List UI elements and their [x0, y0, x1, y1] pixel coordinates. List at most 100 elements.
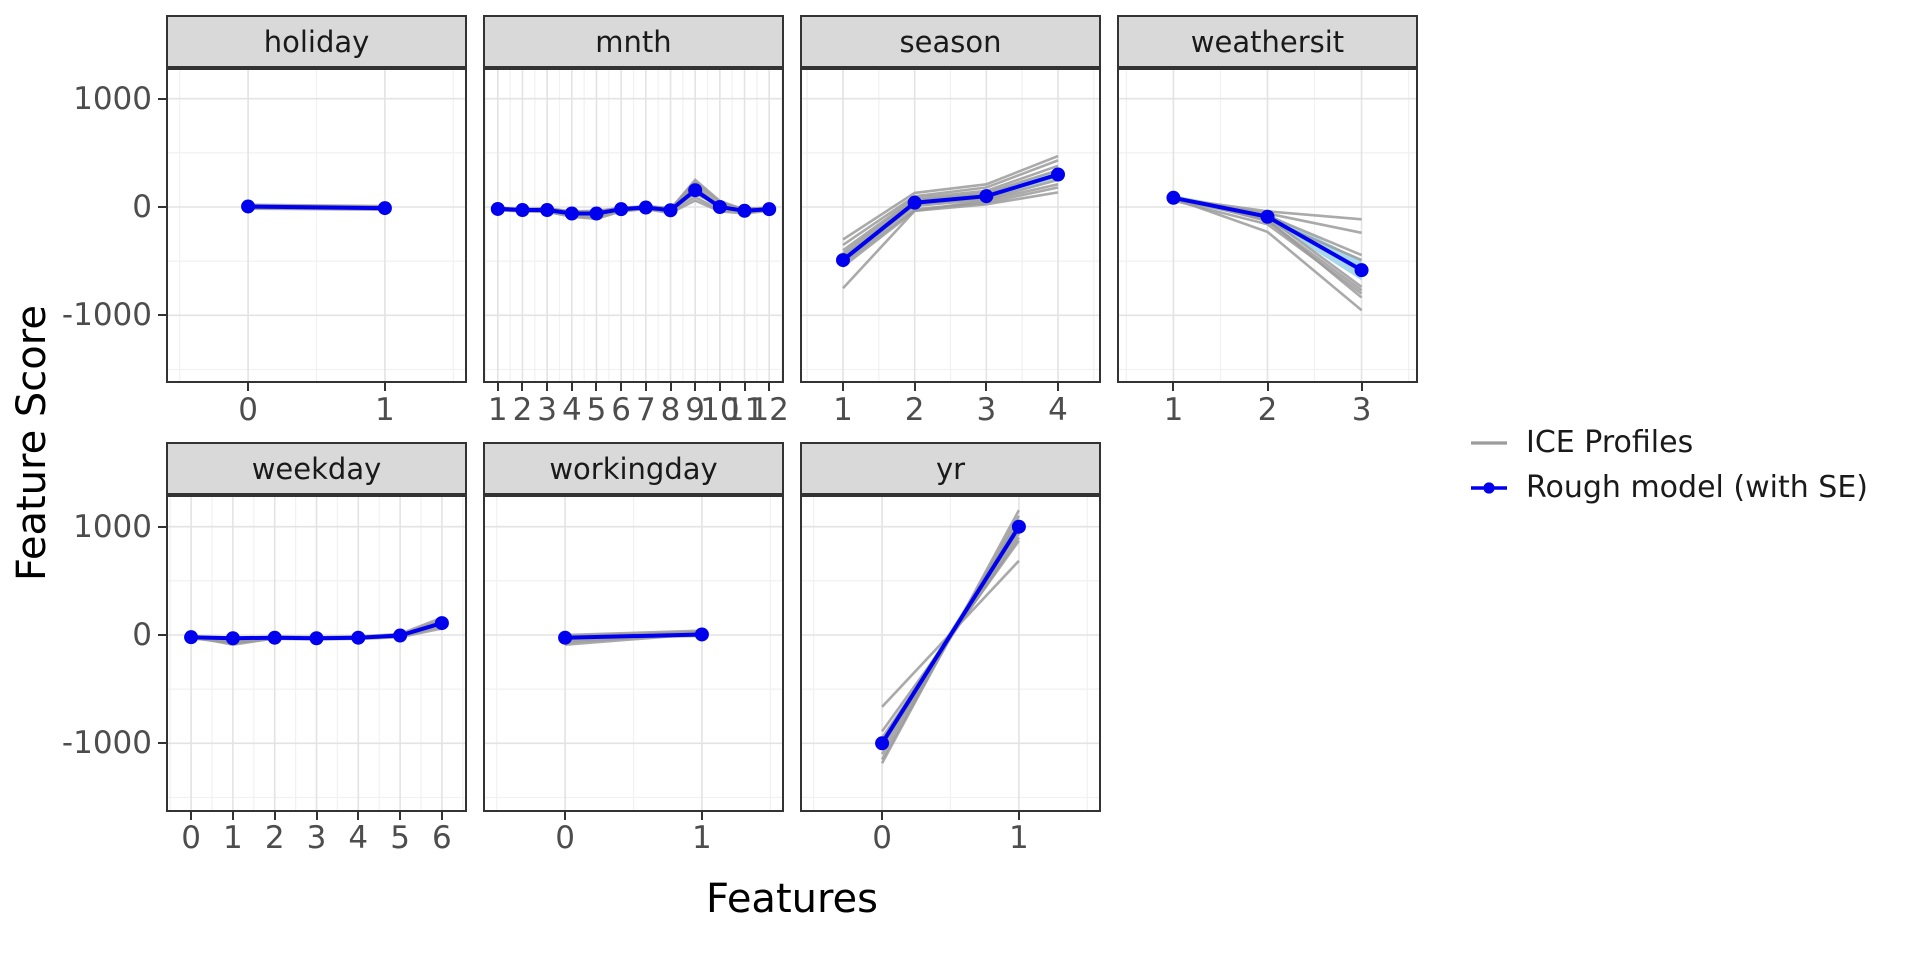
ice-profile-line — [842, 168, 1059, 255]
y-tick-label: -1000 — [61, 297, 152, 334]
x-tick — [620, 383, 623, 391]
legend-label: ICE Profiles — [1526, 425, 1694, 460]
x-tick — [1017, 812, 1020, 820]
x-tick-label: 5 — [390, 820, 410, 856]
rough-model-point — [737, 203, 752, 218]
x-tick — [694, 383, 697, 391]
rough-model-point — [979, 189, 994, 204]
x-tick — [1172, 383, 1175, 391]
facet-strip-label: weathersit — [1190, 24, 1345, 59]
facet-strip-holiday: holiday — [166, 15, 467, 68]
x-tick — [440, 812, 443, 820]
x-tick-label: 4 — [1048, 392, 1068, 428]
legend-item-rough-model: Rough model (with SE) — [1470, 465, 1868, 510]
facet-strip-mnth: mnth — [483, 15, 784, 68]
ice-profile-line — [565, 629, 702, 637]
x-tick — [985, 383, 988, 391]
x-tick — [718, 383, 721, 391]
facet-strip-workingday: workingday — [483, 442, 784, 495]
facet-panel-holiday — [166, 68, 467, 383]
legend-item-ice-profiles: ICE Profiles — [1470, 420, 1868, 465]
x-tick-label: 0 — [872, 820, 892, 856]
rough-model-line — [841, 172, 1059, 262]
rough-model-point — [663, 203, 678, 218]
x-tick — [1266, 383, 1269, 391]
rough-model-point — [309, 631, 324, 646]
y-tick-label: 0 — [132, 189, 152, 225]
x-tick — [1057, 383, 1059, 391]
x-tick — [231, 812, 234, 820]
y-tick-label: -1000 — [61, 725, 152, 762]
rough-model-point — [564, 206, 579, 221]
x-tick-label: 2 — [264, 820, 285, 856]
facet-strip-label: season — [899, 24, 1002, 59]
ice-profile-line — [842, 191, 1059, 268]
rough-model-point — [762, 202, 777, 217]
rough-model-point — [393, 628, 408, 643]
y-tick — [158, 742, 166, 745]
rough-model-point — [540, 203, 555, 218]
facet-panel-workingday — [483, 495, 784, 812]
rough-model-point — [241, 199, 256, 214]
x-tick-label: 6 — [432, 820, 452, 856]
x-tick-label: 3 — [306, 820, 327, 856]
rough-model-point — [1011, 519, 1026, 534]
y-tick-label: 1000 — [73, 508, 152, 545]
x-tick-label: 5 — [586, 392, 607, 428]
y-tick — [158, 314, 166, 317]
ice-profile-line — [842, 183, 1059, 290]
rough-model-point — [907, 195, 922, 210]
rough-model-point — [1354, 263, 1369, 278]
rough-model-point — [688, 183, 703, 198]
ice-profile-line — [842, 164, 1059, 252]
rough-model-point — [638, 200, 653, 215]
facet-panel-weekday — [166, 495, 467, 812]
x-tick-label: 6 — [611, 392, 632, 428]
rough-model-point — [1051, 167, 1065, 182]
rough-model-point — [875, 736, 890, 751]
facet-strip-label: weekday — [251, 451, 382, 486]
panel-border — [166, 495, 467, 812]
x-tick-label: 2 — [512, 392, 533, 428]
facet-strip-label: mnth — [595, 24, 672, 59]
legend-label: Rough model (with SE) — [1526, 470, 1868, 505]
rough-model-key-line-point-icon — [1471, 481, 1507, 494]
x-tick — [190, 812, 193, 820]
x-tick — [357, 812, 360, 820]
x-tick-label: 1 — [375, 392, 395, 428]
x-tick-label: 7 — [635, 392, 656, 428]
x-tick — [913, 383, 916, 391]
x-tick — [743, 383, 746, 391]
x-tick-label: 3 — [537, 392, 558, 428]
ice-profile-line — [842, 154, 1059, 241]
rough-model-point — [377, 201, 392, 216]
panel-border — [483, 495, 784, 812]
x-tick-label: 2 — [904, 392, 925, 428]
rough-model-point — [836, 253, 850, 268]
rough-model-line — [880, 525, 1021, 745]
x-tick-label: 1 — [487, 392, 508, 428]
y-tick — [158, 525, 166, 528]
facet-strip-label: yr — [935, 451, 966, 486]
x-tick — [496, 383, 499, 391]
x-tick-label: 1 — [692, 820, 712, 856]
rough-model-point — [515, 203, 530, 218]
facet-panel-season — [800, 68, 1101, 383]
x-tick — [669, 383, 672, 391]
x-tick — [564, 812, 567, 820]
rough-model-line — [248, 204, 385, 211]
x-tick — [247, 383, 250, 391]
y-tick — [158, 634, 166, 636]
legend: ICE Profiles Rough model (with SE) — [1470, 420, 1868, 510]
x-tick-label: 0 — [181, 820, 201, 856]
panel-border — [483, 68, 784, 383]
rough-model-point — [225, 631, 240, 646]
x-axis-title: Features — [706, 876, 878, 922]
x-tick — [546, 383, 549, 391]
facet-panel-mnth — [483, 68, 784, 383]
ice-profile-line — [842, 159, 1059, 246]
rough-model-point — [589, 206, 604, 221]
x-tick-label: 0 — [238, 392, 258, 428]
x-tick-label: 4 — [561, 392, 582, 428]
